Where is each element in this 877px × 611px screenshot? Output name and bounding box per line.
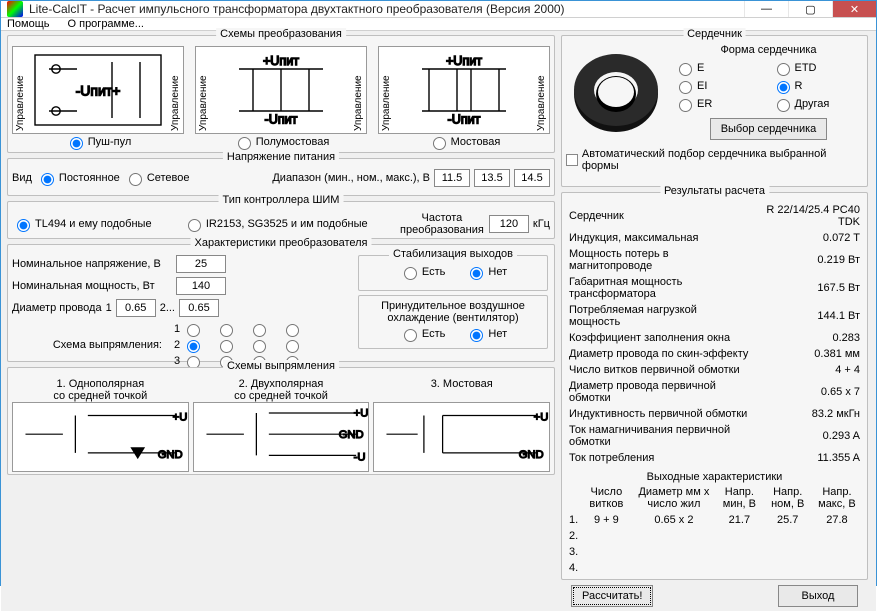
svg-text:+Uпит: +Uпит	[263, 54, 299, 68]
svg-text:-U: -U	[353, 451, 365, 463]
wire1-input[interactable]	[116, 299, 156, 317]
menu-help[interactable]: Помощь	[7, 18, 50, 30]
svg-text:GND: GND	[158, 449, 183, 461]
nominal-power-input[interactable]	[176, 277, 226, 295]
nominal-voltage-input[interactable]	[176, 255, 226, 273]
stab-no-radio[interactable]: Нет	[465, 264, 507, 280]
calculate-button[interactable]: Рассчитать!	[571, 585, 653, 607]
results-panel: Результаты расчета СердечникR 22/14/25.4…	[561, 192, 868, 580]
core-etd-radio[interactable]: ETD	[772, 60, 864, 76]
svg-text:+Uпит: +Uпит	[446, 54, 482, 68]
svg-text:+U: +U	[353, 408, 368, 420]
core-ei-radio[interactable]: EI	[674, 78, 766, 94]
menu-about[interactable]: О программе...	[68, 18, 144, 30]
wire2-input[interactable]	[179, 299, 219, 317]
voltage-max-input[interactable]	[514, 169, 550, 187]
cool-no-radio[interactable]: Нет	[465, 326, 507, 342]
close-button[interactable]: ✕	[832, 1, 876, 17]
core-e-radio[interactable]: E	[674, 60, 766, 76]
auto-core-checkbox[interactable]	[566, 154, 578, 166]
scheme-pushpull-radio[interactable]: Пуш-пул	[65, 134, 132, 150]
stab-yes-radio[interactable]: Есть	[399, 264, 445, 280]
app-window: Lite-CalcIT - Расчет импульсного трансфо…	[0, 0, 877, 586]
app-icon	[7, 1, 23, 17]
rect-1-radio[interactable]: 1	[174, 321, 203, 337]
scheme-halfbridge-radio[interactable]: Полумостовая	[233, 134, 330, 150]
svg-text:+U: +U	[173, 411, 188, 423]
svg-text:-Uпит: -Uпит	[448, 113, 481, 127]
scheme-bridge-radio[interactable]: Мостовая	[428, 134, 501, 150]
window-title: Lite-CalcIT - Расчет импульсного трансфо…	[29, 2, 744, 16]
core-r-radio[interactable]: R	[772, 78, 864, 94]
voltage-ac-radio[interactable]: Сетевое	[124, 170, 190, 186]
conversion-schemes-panel: Схемы преобразования Управление -Uпит+ У…	[7, 35, 555, 153]
core-image	[566, 44, 666, 144]
rectification-schemes-panel: Схемы выпрямления 1. Однополярнаясо сред…	[7, 367, 555, 475]
pwm-panel: Тип контроллера ШИМ TL494 и ему подобные…	[7, 201, 555, 239]
exit-button[interactable]: Выход	[778, 585, 858, 607]
svg-text:-Uпит: -Uпит	[265, 113, 298, 127]
pwm-ir2153-radio[interactable]: IR2153, SG3525 и им подобные	[183, 216, 368, 232]
core-panel: Сердечник Форма сердечника E ETD	[561, 35, 868, 187]
core-other-radio[interactable]: Другая	[772, 96, 864, 112]
cool-yes-radio[interactable]: Есть	[399, 326, 445, 342]
pwm-freq-input[interactable]	[489, 215, 529, 233]
voltage-min-input[interactable]	[434, 169, 470, 187]
svg-text:-Uпит+: -Uпит+	[76, 83, 121, 99]
svg-text:GND: GND	[519, 449, 544, 461]
voltage-panel: Напряжение питания Вид Постоянное Сетево…	[7, 158, 555, 196]
voltage-nom-input[interactable]	[474, 169, 510, 187]
converter-panel: Характеристики преобразователя Номинальн…	[7, 244, 555, 362]
pwm-tl494-radio[interactable]: TL494 и ему подобные	[12, 216, 152, 232]
select-core-button[interactable]: Выбор сердечника	[710, 118, 828, 140]
voltage-dc-radio[interactable]: Постоянное	[36, 170, 120, 186]
core-er-radio[interactable]: ER	[674, 96, 766, 112]
panel-title: Схемы преобразования	[216, 28, 346, 40]
minimize-button[interactable]: —	[744, 1, 788, 17]
rect-2-radio[interactable]: 2	[174, 337, 203, 353]
titlebar: Lite-CalcIT - Расчет импульсного трансфо…	[1, 1, 876, 18]
svg-text:GND: GND	[338, 429, 363, 441]
maximize-button[interactable]: ▢	[788, 1, 832, 17]
svg-text:+U: +U	[534, 411, 549, 423]
